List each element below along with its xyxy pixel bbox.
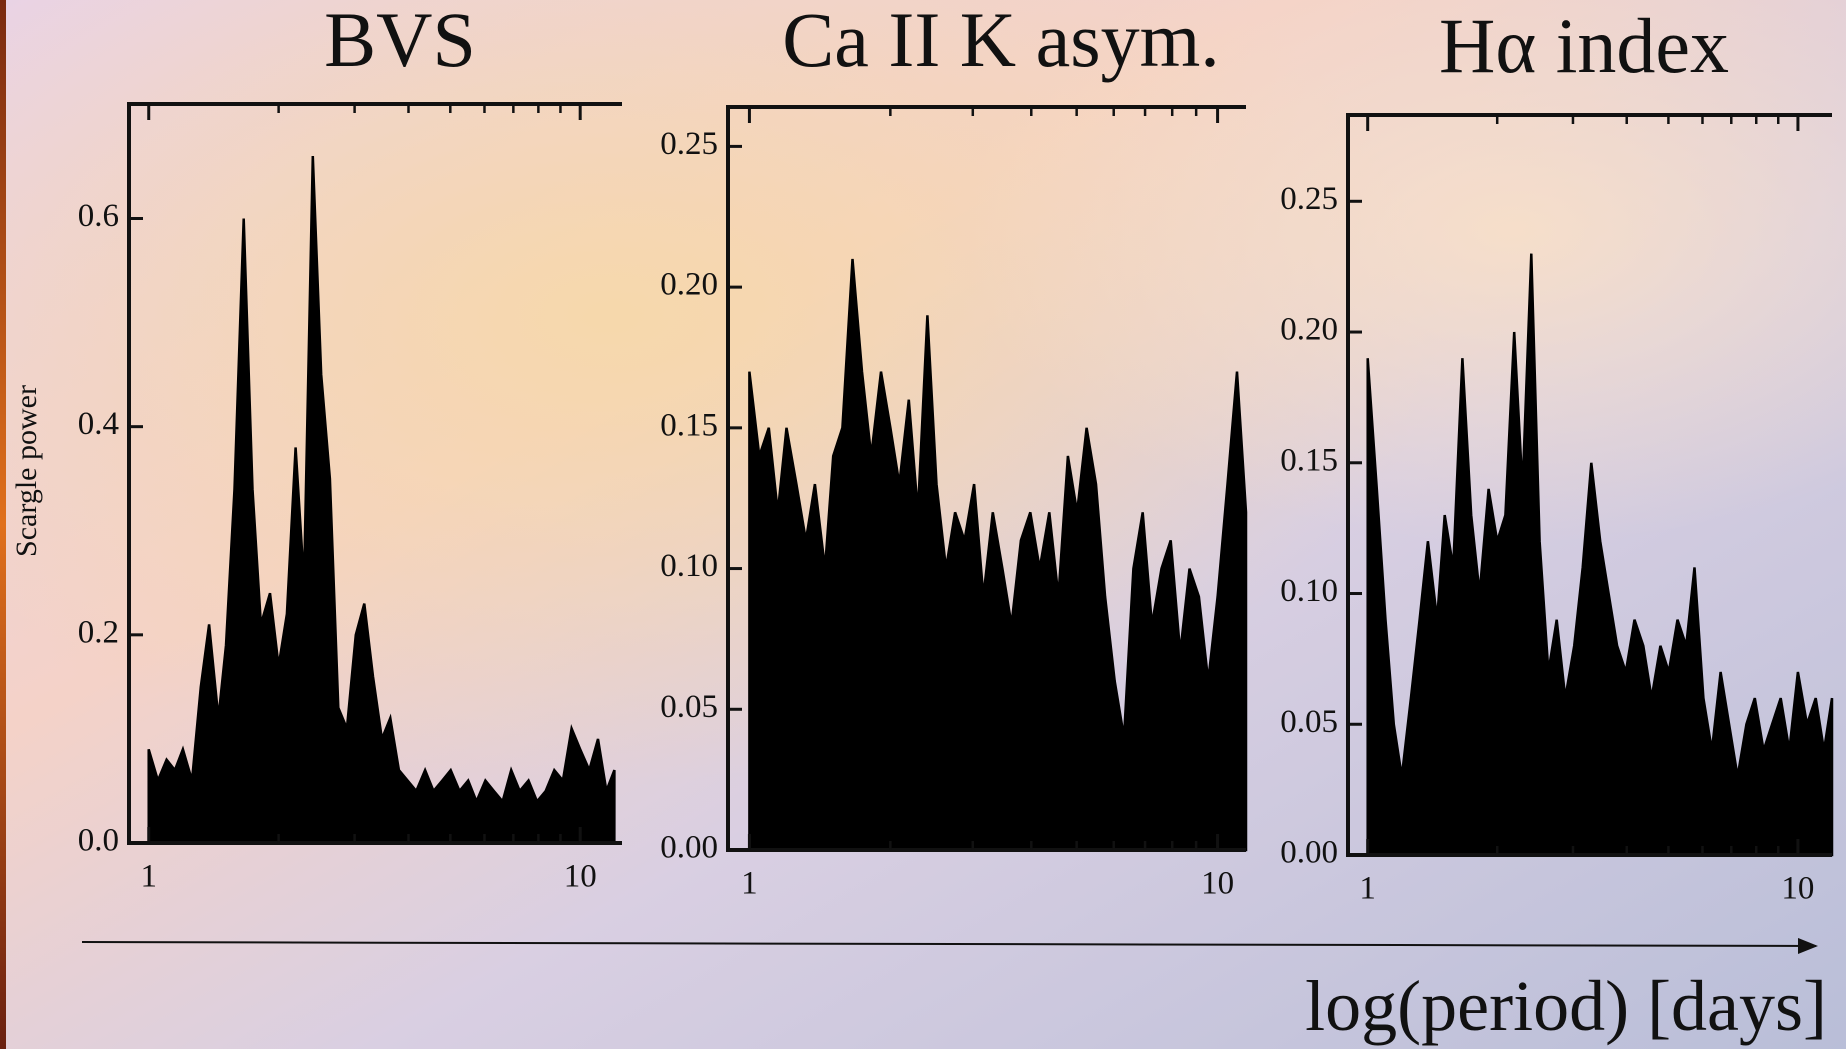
axis-frame bbox=[726, 105, 1246, 852]
x-axis-label: log(period) [days] bbox=[1305, 966, 1827, 1046]
axis-frame bbox=[1346, 113, 1832, 857]
y-tick-label: 0.10 bbox=[1280, 573, 1338, 609]
y-tick-label: 0.25 bbox=[660, 126, 718, 162]
y-tick-label: 0.00 bbox=[660, 830, 718, 866]
axis-frame bbox=[127, 102, 622, 845]
periodogram bbox=[147, 155, 616, 845]
y-tick-label: 0.4 bbox=[78, 406, 119, 442]
x-tick-label: 10 bbox=[1781, 871, 1814, 907]
panel-title: Hα index bbox=[1439, 2, 1729, 89]
y-tick-label: 0.0 bbox=[78, 823, 119, 859]
edge-strip bbox=[0, 0, 6, 1049]
y-tick-label: 0.00 bbox=[1280, 835, 1338, 871]
y-tick-label: 0.20 bbox=[660, 267, 718, 303]
y-tick-label: 0.25 bbox=[1280, 181, 1338, 217]
y-tick-label: 0.6 bbox=[78, 198, 119, 234]
y-tick-label: 0.05 bbox=[1280, 704, 1338, 740]
y-tick-label: 0.20 bbox=[1280, 312, 1338, 348]
x-tick-label: 1 bbox=[140, 859, 157, 895]
panel-title: BVS bbox=[324, 0, 476, 83]
periodogram bbox=[1366, 253, 1834, 857]
y-tick-label: 0.15 bbox=[660, 407, 718, 443]
y-tick-label: 0.10 bbox=[660, 548, 718, 584]
x-tick-label: 10 bbox=[1201, 866, 1234, 902]
y-tick-label: 0.15 bbox=[1280, 442, 1338, 478]
period-arrow bbox=[81, 937, 1818, 954]
panel-title: Ca II K asym. bbox=[782, 0, 1220, 83]
y-tick-label: 0.2 bbox=[78, 614, 119, 650]
x-tick-label: 1 bbox=[741, 866, 758, 902]
periodogram bbox=[748, 258, 1248, 852]
x-tick-label: 1 bbox=[1359, 871, 1376, 907]
y-axis-label: Scargle power bbox=[10, 385, 43, 557]
x-tick-label: 10 bbox=[564, 859, 597, 895]
y-tick-label: 0.05 bbox=[660, 689, 718, 725]
